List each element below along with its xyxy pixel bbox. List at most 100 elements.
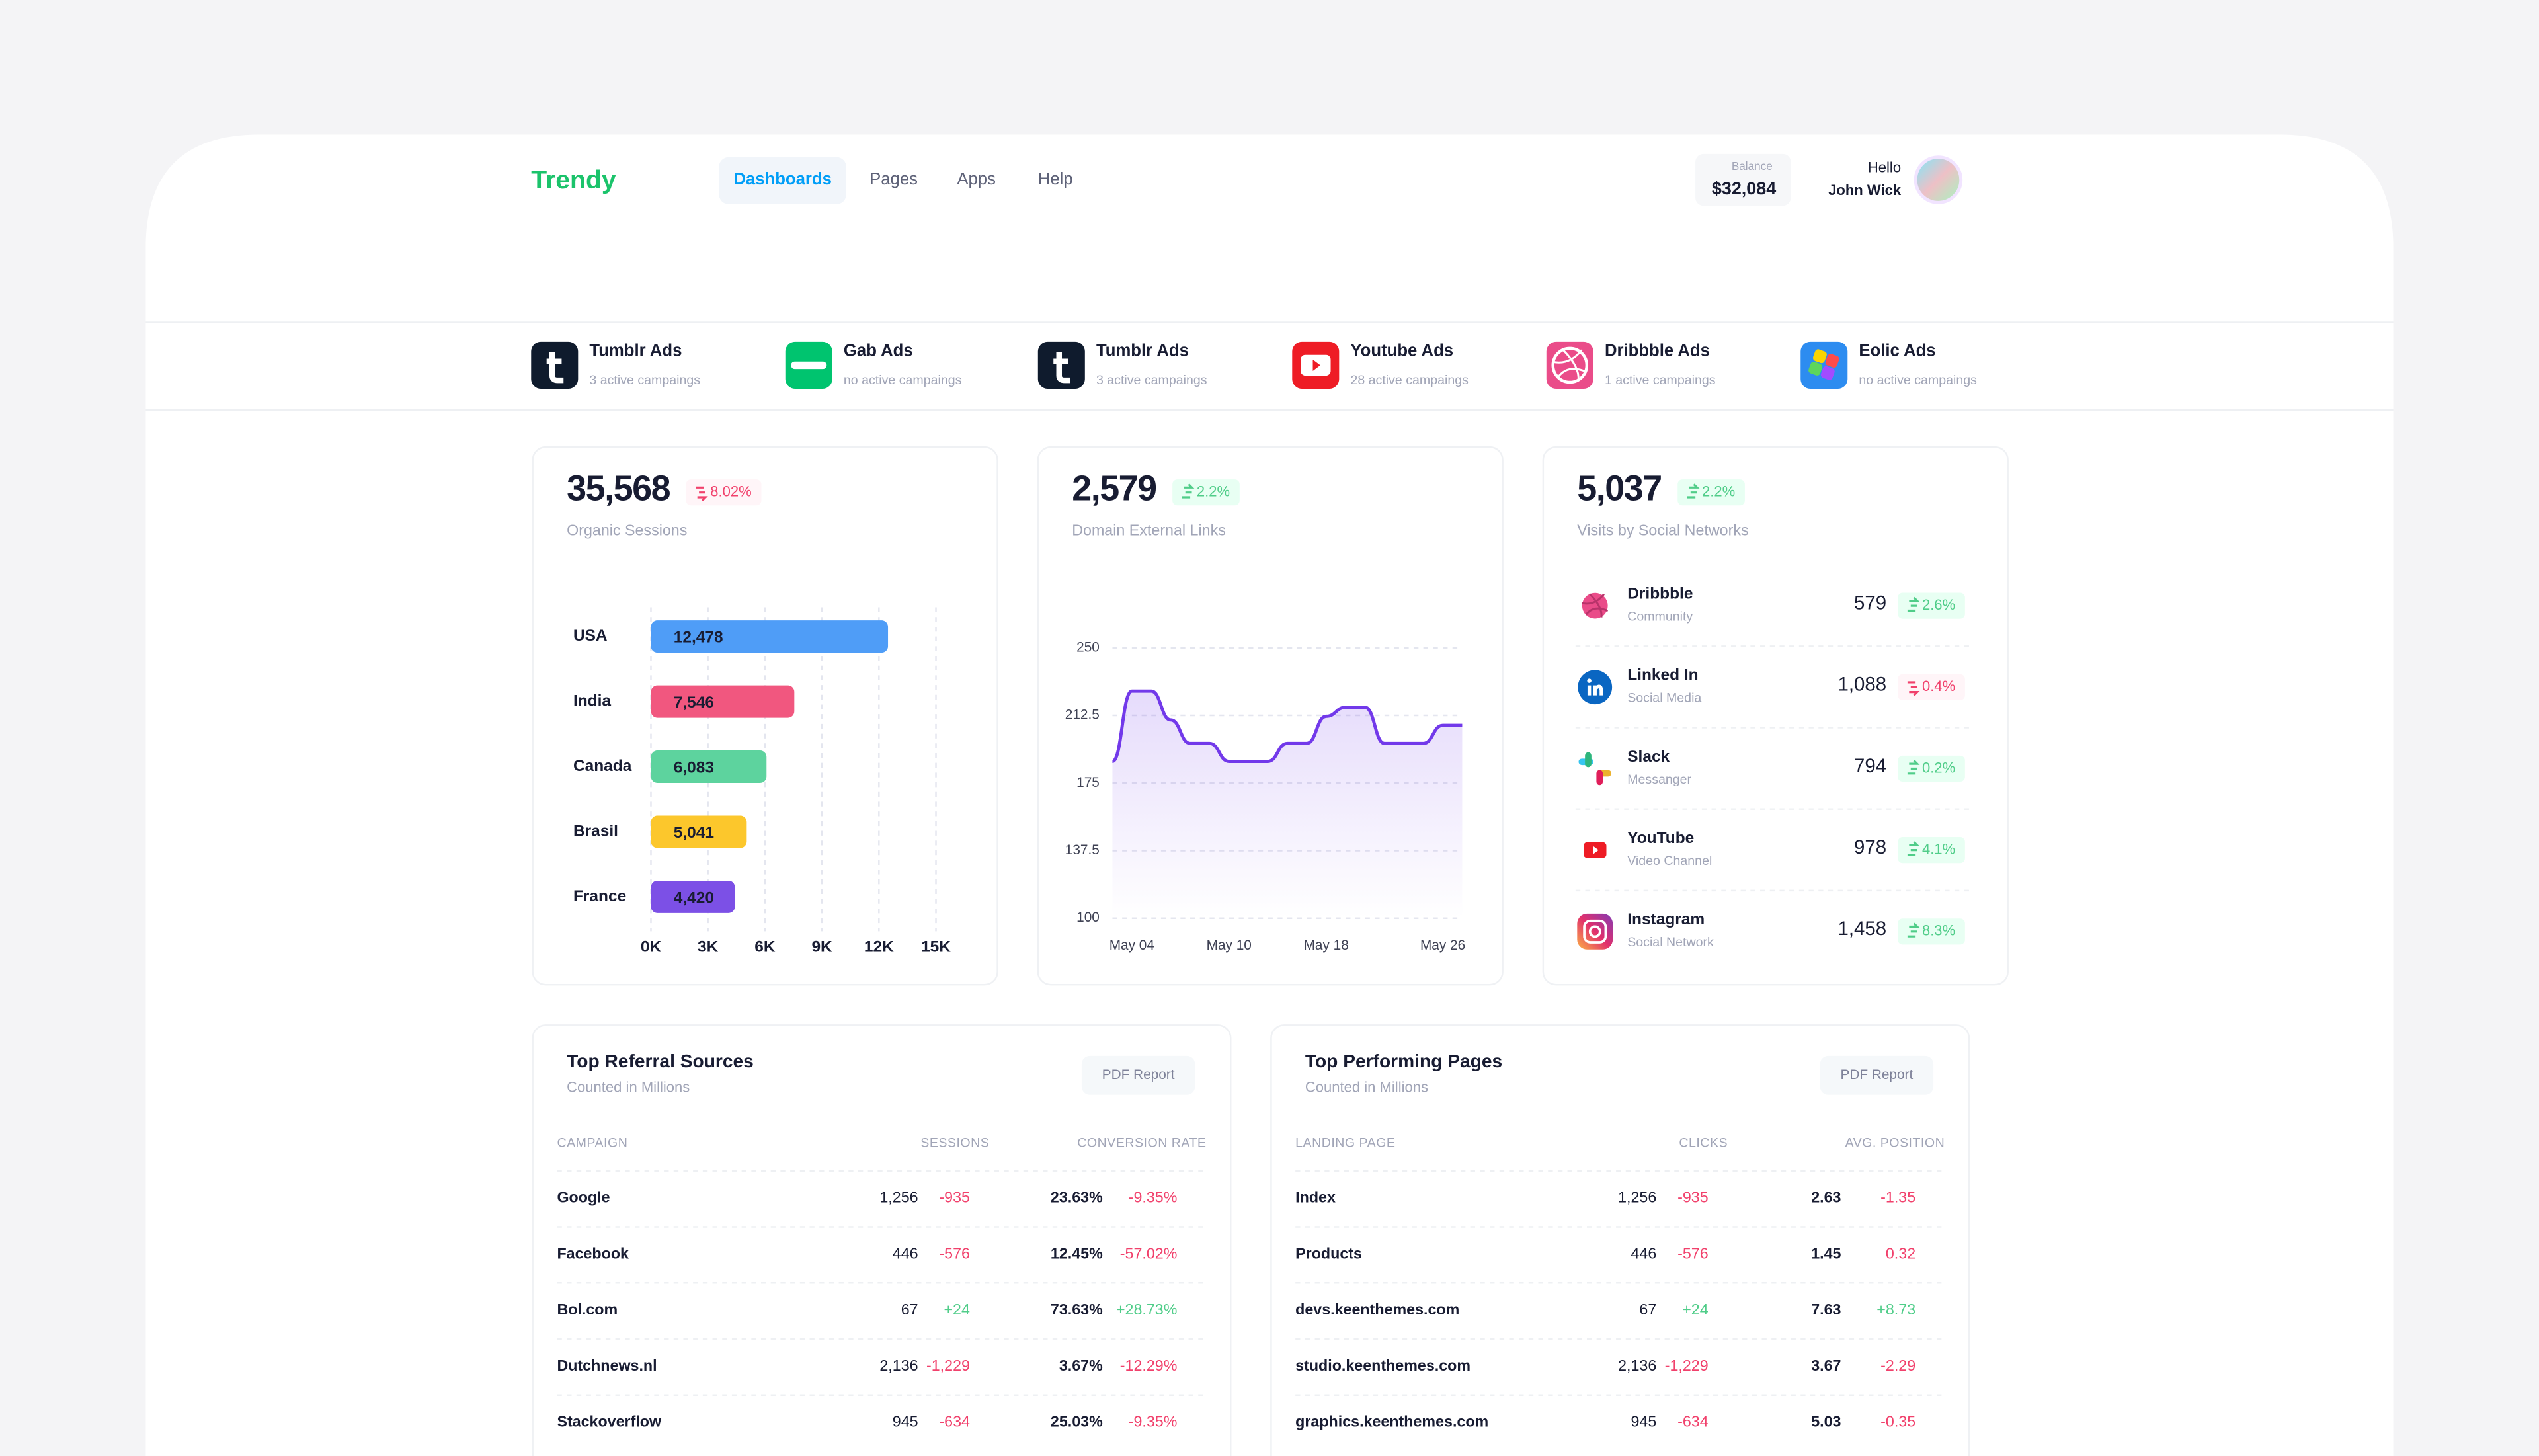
table-cell: 3.67%: [1059, 1357, 1103, 1374]
trend-icon: [1687, 483, 1700, 499]
y-tick-label: 212.5: [1065, 708, 1100, 723]
stat-label: Visits by Social Networks: [1577, 522, 1748, 539]
table-cell: -12.29%: [1120, 1357, 1178, 1374]
nav-item[interactable]: Apps: [957, 170, 996, 188]
y-tick-label: 250: [1076, 639, 1100, 655]
x-tick-label: 15K: [921, 938, 951, 955]
x-tick-label: 6K: [754, 938, 776, 955]
table-cell: -1,229: [1665, 1357, 1709, 1374]
x-tick-label: 12K: [864, 938, 894, 955]
card: [1542, 446, 2009, 986]
column-header: CONVERSION RATE: [1077, 1135, 1206, 1150]
value-label: 7,546: [674, 694, 714, 711]
slack-icon: [1585, 752, 1592, 768]
avatar[interactable]: [1914, 155, 1963, 204]
table-cell: +24: [1682, 1301, 1709, 1318]
nav-item[interactable]: Pages: [869, 170, 918, 188]
stat-value: 5,037: [1577, 468, 1661, 508]
table-cell: 67: [901, 1301, 918, 1318]
trend-icon: [696, 486, 708, 502]
trend-icon: [1907, 681, 1920, 696]
social-value: 1,088: [1838, 674, 1887, 696]
x-tick-label: May 26: [1420, 938, 1465, 953]
eolic-icon: [1825, 354, 1839, 368]
stat-label: Domain External Links: [1072, 522, 1226, 539]
stat-value: 35,568: [567, 468, 670, 508]
nav-active-bg: [719, 157, 846, 204]
change-text: 8.3%: [1922, 922, 1955, 939]
instagram-icon: [1588, 925, 1601, 938]
category-label: Brasil: [573, 822, 618, 840]
table-cell: 2.63: [1811, 1189, 1841, 1206]
table-cell: +8.73: [1876, 1301, 1915, 1318]
bar: [651, 815, 747, 848]
pdf-button-label[interactable]: PDF Report: [1840, 1067, 1913, 1082]
nav-item[interactable]: Dashboards: [733, 170, 832, 188]
category-label: USA: [573, 627, 608, 645]
table-cell: +24: [944, 1301, 970, 1318]
tumblr-icon: [1053, 352, 1070, 384]
category-label: India: [573, 692, 611, 710]
balance-box: [1695, 153, 1791, 206]
pdf-button-label[interactable]: PDF Report: [1102, 1067, 1175, 1082]
social-name: Linked In: [1627, 667, 1698, 684]
x-tick-label: May 18: [1304, 938, 1349, 953]
table-cell: 12.45%: [1051, 1244, 1103, 1262]
social-name: Instagram: [1627, 910, 1705, 928]
trend-icon: [1907, 841, 1920, 856]
table-cell: 945: [893, 1413, 918, 1430]
card: [1270, 1024, 1970, 1456]
table-cell: 2,136: [879, 1357, 918, 1374]
table-cell: -2.29: [1880, 1357, 1915, 1374]
campaign-title: Tumblr Ads: [589, 341, 682, 360]
campaign-subtitle: 1 active campaings: [1605, 373, 1716, 387]
nav-item[interactable]: Help: [1038, 170, 1073, 188]
table-cell: Bol.com: [557, 1301, 618, 1318]
table-cell: -634: [1677, 1413, 1709, 1430]
table-cell: devs.keenthemes.com: [1295, 1301, 1459, 1318]
table-cell: 446: [893, 1244, 918, 1262]
value-label: 5,041: [674, 824, 714, 842]
change-text: 2.2%: [1197, 483, 1230, 500]
eolic-icon: [1808, 362, 1823, 376]
eolic-icon: [1820, 366, 1835, 380]
table-cell: graphics.keenthemes.com: [1295, 1413, 1488, 1430]
table-cell: -1.35: [1880, 1189, 1915, 1206]
table-cell: 1.45: [1811, 1244, 1841, 1262]
table-cell: -9.35%: [1129, 1189, 1178, 1206]
y-tick-label: 100: [1076, 910, 1100, 925]
campaign-subtitle: no active campaings: [1859, 373, 1977, 387]
table-title: Top Performing Pages: [1305, 1051, 1502, 1071]
campaign-subtitle: no active campaings: [844, 373, 962, 387]
table-cell: -935: [939, 1189, 970, 1206]
balance-label: Balance: [1732, 159, 1773, 173]
column-header: AVG. POSITION: [1845, 1135, 1945, 1150]
pdf-button[interactable]: [1081, 1055, 1195, 1095]
y-tick-label: 175: [1076, 775, 1100, 790]
campaign-subtitle: 3 active campaings: [589, 373, 700, 387]
value-label: 4,420: [674, 889, 714, 907]
social-type: Community: [1627, 609, 1693, 624]
social-type: Social Network: [1627, 935, 1714, 950]
trend-icon: [1907, 760, 1920, 775]
table-cell: -576: [939, 1244, 970, 1262]
brand: Trendy: [531, 166, 616, 194]
campaign-title: Eolic Ads: [1859, 341, 1935, 360]
table-cell: -0.35: [1880, 1413, 1915, 1430]
value-label: 12,478: [674, 629, 723, 647]
instagram-icon: [1577, 913, 1613, 950]
trend-icon: [1907, 922, 1920, 938]
table-cell: 1,256: [879, 1189, 918, 1206]
pdf-button[interactable]: [1820, 1055, 1934, 1095]
table-cell: Google: [557, 1189, 610, 1206]
table-cell: studio.keenthemes.com: [1295, 1357, 1471, 1374]
table-title: Top Referral Sources: [567, 1051, 754, 1071]
line: [1111, 689, 1463, 763]
greeting: Hello: [1868, 159, 1901, 176]
youtube-icon: [1312, 359, 1320, 371]
bar: [651, 880, 735, 913]
youtube-icon: [1593, 846, 1599, 855]
table-cell: -9.35%: [1129, 1413, 1178, 1430]
